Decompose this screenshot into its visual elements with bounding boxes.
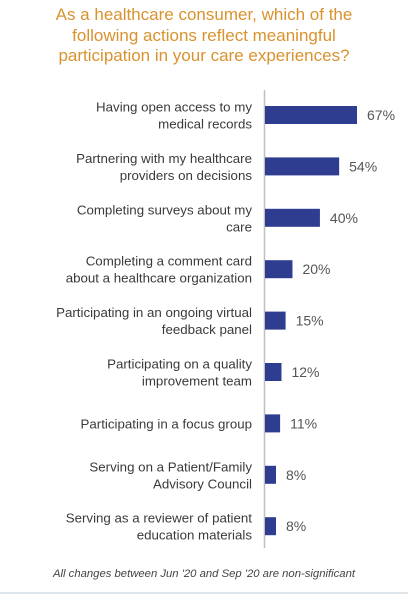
category-label-line: medical records: [158, 117, 252, 132]
category-label: Participating in an ongoing virtual feedb…: [56, 305, 252, 337]
category-label-line: Partnering with my healthcare: [76, 151, 252, 166]
category-label: Completing surveys about my care: [77, 202, 253, 234]
category-label-line: education materials: [137, 528, 253, 543]
category-label: Participating in a focus group: [81, 416, 252, 431]
category-label-line: Serving as a reviewer of patient: [66, 511, 253, 526]
category-label-line: Having open access to my: [96, 100, 252, 115]
category-label-line: about a healthcare organization: [66, 271, 252, 286]
value-label: 40%: [330, 210, 358, 226]
category-label: Partnering with my healthcare providers o…: [76, 151, 252, 183]
category-label-line: Participating on a quality: [107, 357, 252, 372]
bar: [265, 465, 276, 484]
bar: [265, 106, 357, 124]
value-label: 20%: [302, 261, 330, 277]
value-label: 8%: [286, 518, 306, 534]
category-label-line: feedback panel: [162, 322, 252, 337]
category-label-line: Participating in a focus group: [81, 416, 252, 431]
bar: [265, 363, 282, 381]
chart-title-line: following actions reflect meaningful: [72, 25, 336, 45]
footnote: All changes between Jun '20 and Sep '20 …: [52, 568, 355, 580]
value-label: 15%: [296, 313, 324, 329]
bar: [265, 414, 281, 433]
bar: [265, 208, 320, 227]
value-label: 11%: [290, 415, 317, 431]
category-label-line: Serving on a Patient/Family: [89, 459, 252, 474]
value-label: 8%: [286, 467, 306, 483]
category-label-line: Completing a comment card: [86, 254, 252, 269]
bars-layer: Having open access to my medical records 6…: [56, 100, 395, 543]
value-label: 12%: [291, 364, 319, 380]
bar: [265, 260, 293, 279]
category-label-line: improvement team: [142, 374, 252, 389]
category-label: Completing a comment card about a healthc…: [66, 254, 252, 286]
bottom-divider: [0, 592, 408, 594]
chart-title-line: As a healthcare consumer, which of the: [55, 5, 353, 24]
category-label: Serving on a Patient/Family Advisory Coun…: [89, 459, 252, 491]
bar: [265, 157, 340, 176]
chart-title-line: participation in your care experiences?: [58, 46, 350, 65]
bar: [265, 311, 286, 330]
category-label: Having open access to my medical records: [96, 100, 252, 132]
category-label-line: Participating in an ongoing virtual: [56, 305, 252, 320]
chart-title: As a healthcare consumer, which of the f…: [10, 5, 398, 67]
value-label: 67%: [367, 107, 395, 123]
category-label-line: Advisory Council: [153, 476, 252, 491]
category-label: Participating on a quality improvement te…: [107, 357, 252, 389]
value-label: 54%: [349, 158, 377, 174]
bar-chart: Having open access to my medical records 6…: [56, 90, 395, 548]
category-label: Serving as a reviewer of patient educatio…: [66, 511, 253, 543]
category-label-line: care: [226, 219, 252, 234]
category-label-line: Completing surveys about my: [77, 202, 253, 217]
category-label-line: providers on decisions: [120, 168, 253, 183]
bar: [265, 517, 276, 536]
